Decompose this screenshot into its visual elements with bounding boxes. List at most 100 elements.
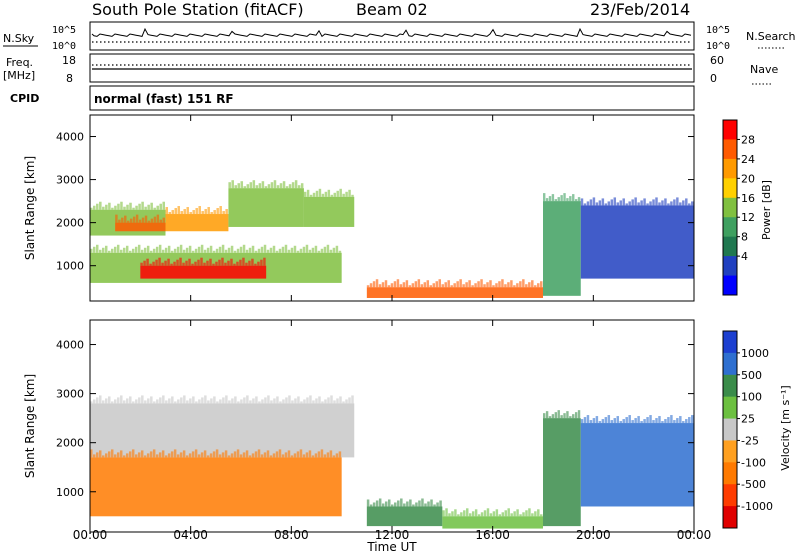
power-band-5-fringe (104, 245, 108, 253)
vel-band-3-fringe (442, 510, 445, 517)
vel-band-1-fringe (311, 455, 315, 458)
power-band-8-fringe (577, 197, 581, 202)
power-band-4-fringe (327, 189, 331, 197)
power-band-1-fringe (132, 216, 136, 223)
power-band-6-fringe (143, 260, 146, 266)
power-band-5-fringe (338, 250, 342, 253)
power-band-5-fringe (98, 249, 102, 253)
power-band-6-fringe (149, 263, 152, 266)
power-band-5-fringe (224, 249, 228, 253)
vel-band-2-fringe (381, 503, 385, 507)
vel-band-3-fringe (454, 509, 457, 517)
vel-band-1-fringe (296, 451, 300, 458)
power-band-4-fringe (342, 193, 345, 197)
power-band-9-fringe (592, 197, 596, 206)
vel-band-1-fringe (278, 449, 282, 458)
noise-left-tick-bottom: 10^0 (52, 41, 76, 52)
velocity-colorbar-swatch-7 (723, 484, 737, 507)
power-band-1-fringe (135, 214, 139, 223)
vel-band-5-fringe (679, 416, 682, 424)
power-band-5-fringe (161, 249, 165, 253)
vel-band-1-fringe (152, 449, 156, 458)
time-tick-label-4: 16:00 (475, 528, 510, 542)
vel-band-0-fringe (225, 395, 228, 404)
vel-band-1 (90, 457, 342, 517)
velocity-colorbar-swatch-1 (723, 352, 737, 376)
velocity-colorbar-swatch-3 (723, 396, 737, 420)
vel-band-2-fringe (412, 504, 415, 507)
power-band-7-fringe (402, 282, 406, 288)
vel-band-3-fringe (534, 511, 537, 517)
vel-band-3-fringe (477, 514, 481, 517)
vel-band-0-fringe (177, 399, 180, 404)
power-band-6-fringe (188, 258, 191, 266)
vel-band-0-fringe (243, 397, 246, 404)
vel-band-0-fringe (327, 397, 330, 404)
vel-band-5-fringe (619, 421, 622, 424)
vel-band-1-fringe (113, 454, 117, 458)
power-band-5-fringe (251, 245, 255, 253)
power-band-3-fringe (276, 185, 280, 189)
vel-band-1-fringe (230, 453, 234, 458)
vel-band-4-fringe (563, 413, 566, 419)
vel-band-0-fringe (282, 399, 285, 404)
vel-band-4-fringe (569, 416, 572, 419)
power-band-0-fringe (129, 202, 132, 210)
vel-band-4-fringe (574, 412, 578, 419)
power-band-5-fringe (260, 246, 264, 253)
power-band-1-fringe (162, 217, 165, 223)
power-band-5-fringe (131, 248, 135, 253)
power-band-5-fringe (290, 247, 294, 253)
power-band-7-fringe (450, 285, 453, 288)
power-band-1 (115, 222, 166, 232)
vel-band-2-fringe (415, 502, 418, 507)
power-band-6-fringe (242, 257, 245, 266)
vel-band-0-fringe (237, 401, 240, 404)
power-band-3-fringe (261, 181, 265, 189)
vel-band-1-fringe (272, 453, 276, 458)
power-band-5-fringe (221, 244, 225, 253)
power-y-axis: 1000 2000 3000 4000 (56, 115, 695, 301)
power-band-5-fringe (197, 246, 201, 253)
power-band-9-fringe (598, 200, 602, 206)
power-band-3-fringe (300, 183, 304, 189)
power-band-7-fringe (513, 285, 516, 288)
vel-band-5-fringe (607, 415, 611, 424)
power-band-2-fringe (186, 207, 189, 215)
vel-band-0-fringe (183, 395, 186, 404)
power-band-9-fringe (625, 203, 628, 206)
vel-band-5-fringe (688, 417, 691, 424)
power-band-7-fringe (459, 279, 462, 288)
vel-band-2-fringe (369, 504, 373, 507)
vel-band-2-fringe (421, 498, 424, 507)
vel-band-5-fringe (685, 419, 688, 424)
power-band-5-fringe (209, 245, 213, 253)
vel-band-0-fringe (315, 398, 318, 404)
power-colorbar-swatch-1 (723, 139, 737, 160)
vel-band-3-fringe (501, 512, 505, 517)
power-band-3-fringe (231, 180, 234, 189)
vel-band-2-fringe (433, 504, 436, 507)
power-band-2-fringe (216, 208, 219, 215)
power-band-3-fringe (234, 185, 237, 189)
power-band-5-fringe (266, 249, 270, 253)
power-band-7-fringe (417, 279, 421, 288)
power-band-6 (140, 265, 267, 279)
power-band-1-fringe (124, 215, 127, 223)
vel-band-2-fringe (439, 500, 442, 507)
power-band-7-fringe (411, 283, 415, 288)
noise-sky-label: N.Sky (3, 32, 35, 45)
vel-band-1-fringe (90, 449, 93, 458)
vel-band-2-fringe (406, 501, 409, 507)
vel-band-1-fringe (92, 454, 96, 458)
power-band-7-fringe (366, 285, 370, 288)
velocity-colorbar-tick-label-6: -500 (741, 478, 766, 491)
vel-band-0-fringe (249, 400, 252, 404)
vel-band-4-fringe (560, 415, 563, 419)
vel-band-0-fringe (171, 396, 174, 404)
freq-left-tick-bottom: 8 (66, 72, 73, 85)
power-band-5-fringe (146, 245, 150, 253)
vel-band-0-fringe (228, 400, 231, 404)
power-band-5-fringe (134, 246, 138, 253)
power-band-9-fringe (580, 198, 584, 206)
